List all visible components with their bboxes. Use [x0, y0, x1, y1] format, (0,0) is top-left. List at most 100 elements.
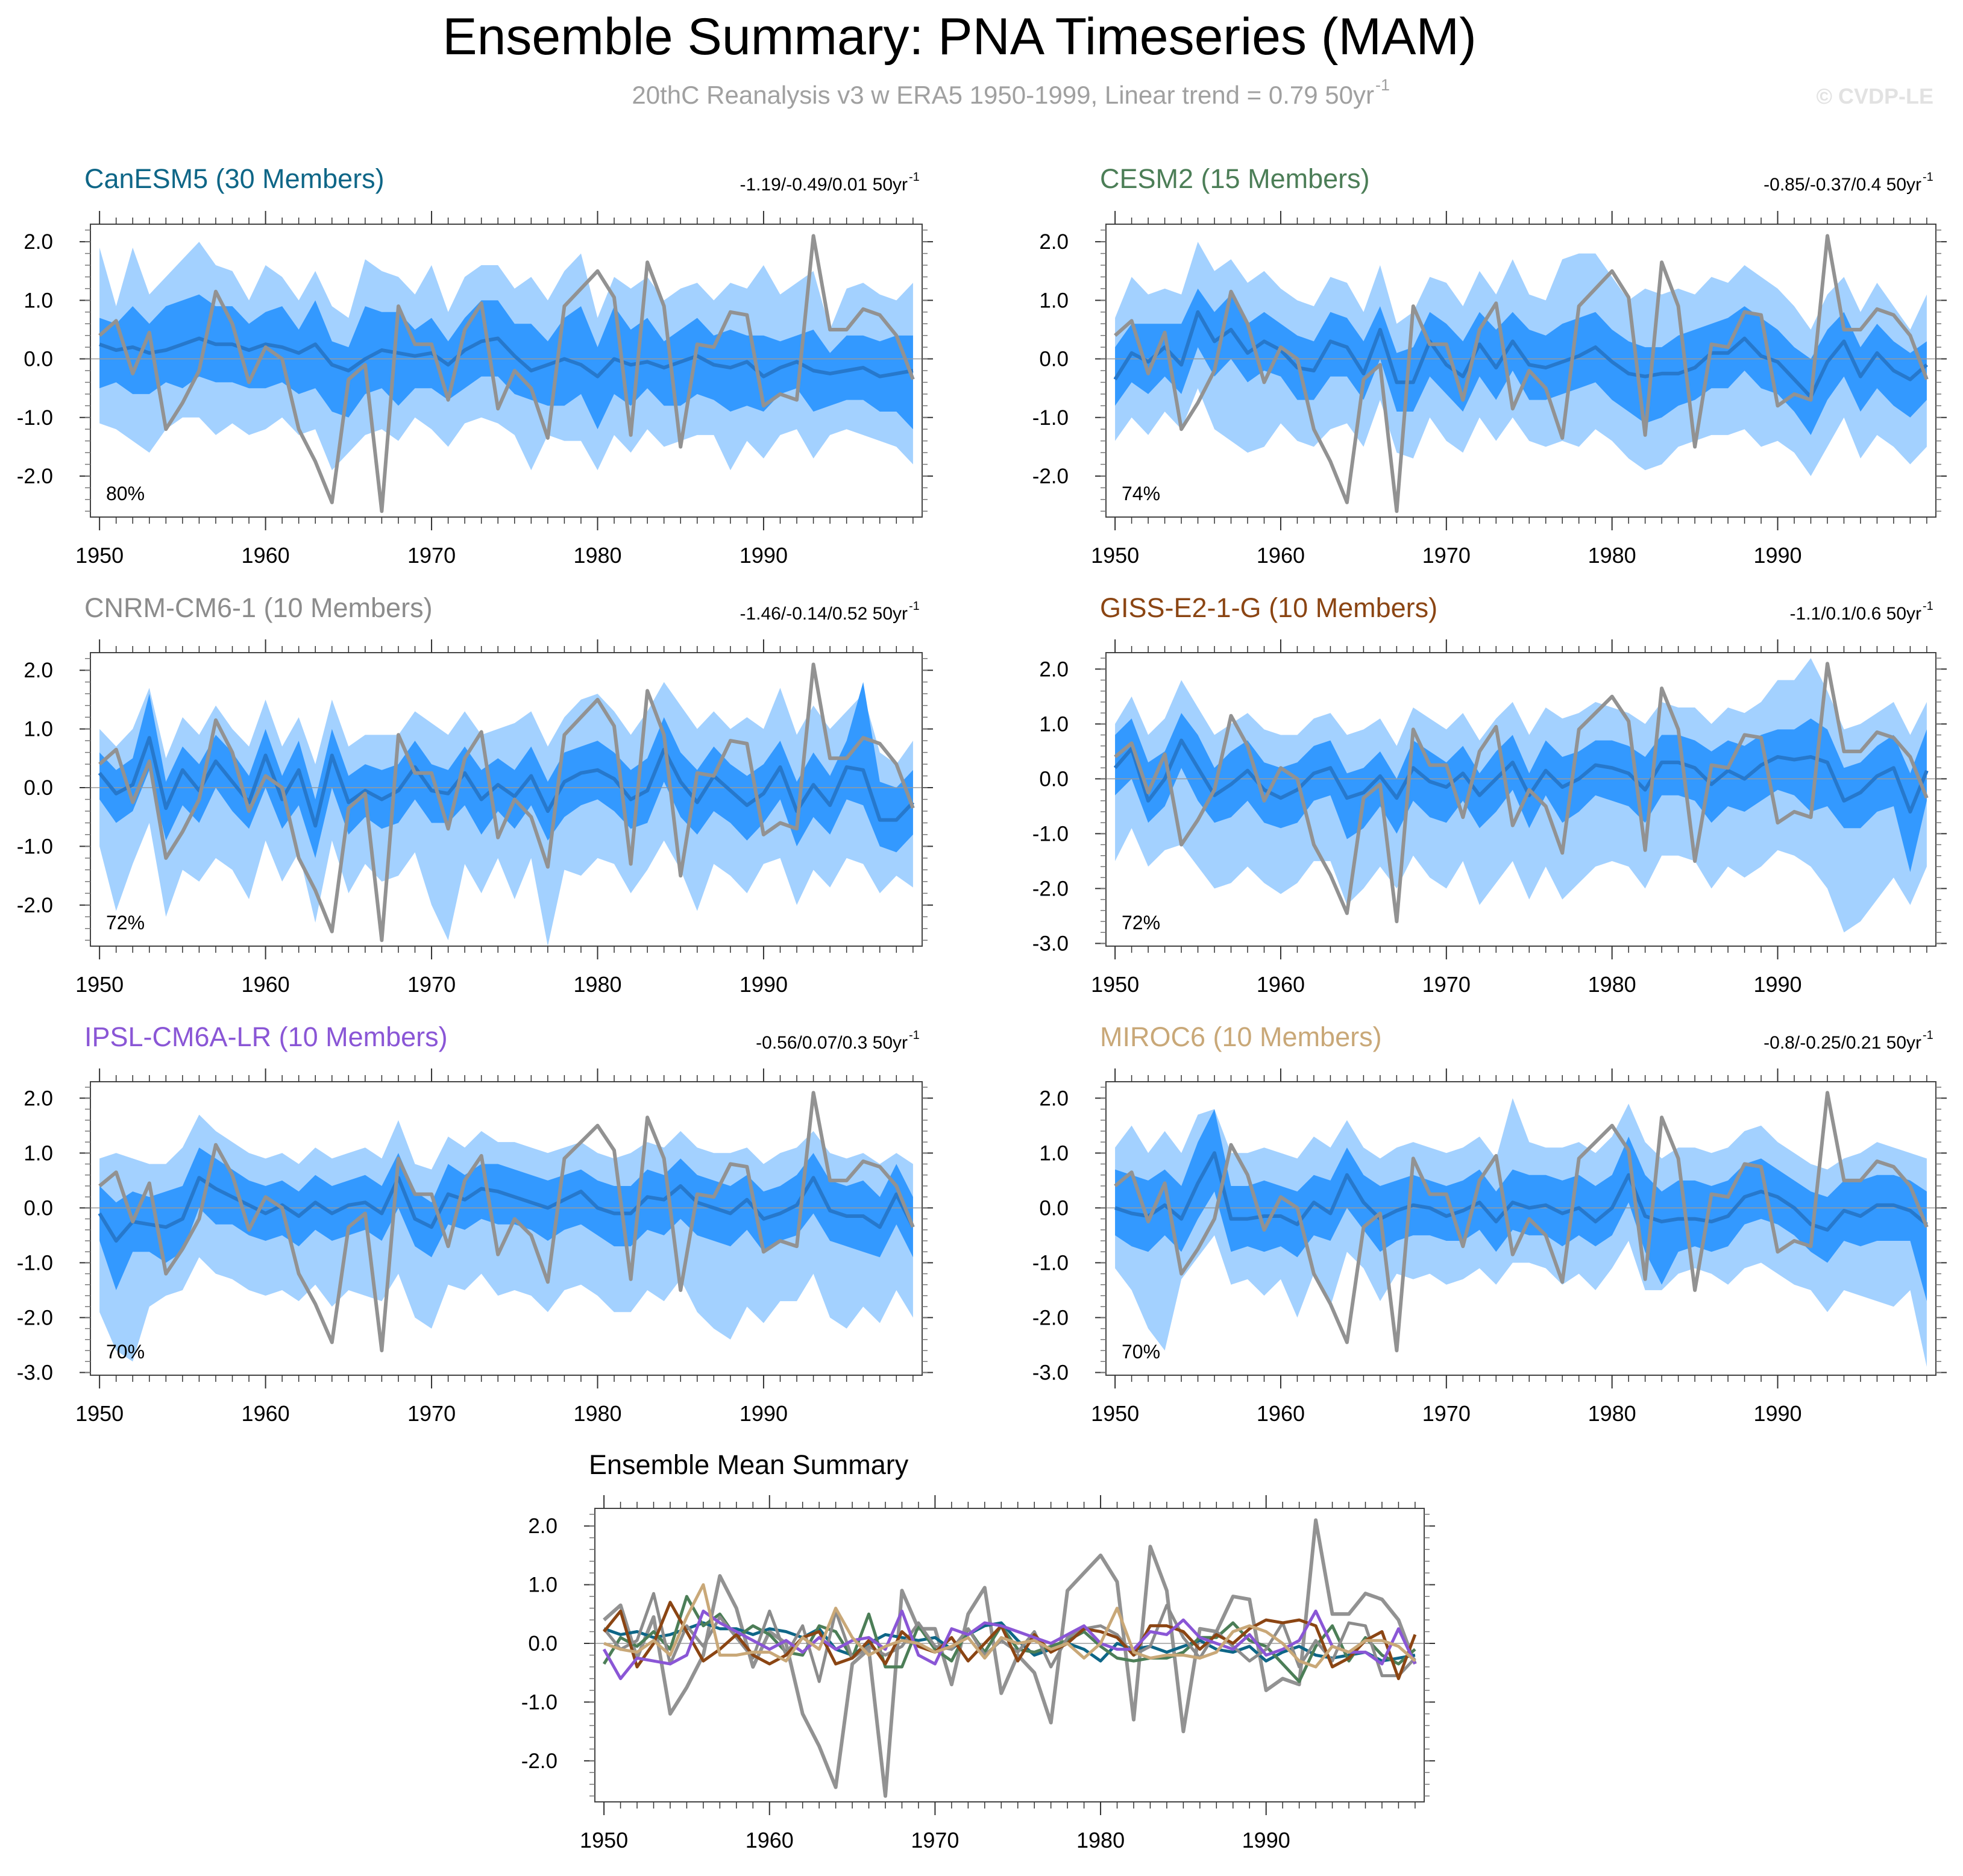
plot-content	[90, 662, 922, 946]
y-tick-label: 1.0	[1039, 289, 1069, 312]
x-tick-label: 1970	[407, 1401, 456, 1426]
y-tick-label: -1.0	[17, 406, 53, 430]
chart-panel: GISS-E2-1-G (10 Members) -1.1/0.1/0.6 50y…	[1032, 592, 1947, 997]
plot-content	[595, 1518, 1424, 1798]
plot-frame	[90, 1081, 923, 1376]
percent-label: 74%	[1122, 483, 1160, 504]
y-tick-label: 0.0	[24, 776, 53, 800]
observed-line	[98, 234, 915, 513]
model-mean-line	[602, 1595, 1416, 1683]
x-tick-label: 1960	[746, 1828, 794, 1852]
chart-panel: IPSL-CM6A-LR (10 Members) -0.56/0.07/0.3 …	[17, 1021, 933, 1426]
y-tick-label: 2.0	[1039, 1087, 1069, 1110]
y-tick-label: 0.0	[528, 1632, 557, 1655]
y-tick-label: 1.0	[24, 1141, 53, 1165]
inner-spread-band	[99, 294, 913, 430]
inner-spread-band	[99, 1147, 913, 1290]
x-tick-label: 1960	[242, 1401, 290, 1426]
x-tick-label: 1970	[407, 543, 456, 568]
x-tick-label: 1970	[1422, 972, 1471, 997]
panels: CanESM5 (30 Members) -1.19/-0.49/0.01 50y…	[17, 163, 1947, 1852]
model-mean-line	[603, 1621, 1416, 1663]
trend-label-superscript: -1	[1923, 171, 1933, 184]
x-tick-label: 1950	[1091, 1401, 1139, 1426]
chart-panel: CNRM-CM6-1 (10 Members) -1.46/-0.14/0.52 …	[17, 592, 933, 997]
x-tick-label: 1980	[573, 543, 621, 568]
trend-label-superscript: -1	[1923, 600, 1933, 613]
model-mean-line	[603, 1583, 1416, 1669]
panel-title: GISS-E2-1-G (10 Members)	[1100, 592, 1437, 623]
y-tick-label: -2.0	[17, 465, 53, 488]
y-tick-label: -2.0	[1032, 877, 1069, 900]
figure-subtitle: 20thC Reanalysis v3 w ERA5 1950-1999, Li…	[632, 81, 1374, 109]
y-tick-label: 1.0	[24, 289, 53, 312]
y-tick-label: -2.0	[1032, 465, 1069, 488]
percent-label: 80%	[106, 483, 145, 504]
x-tick-label: 1980	[1588, 543, 1636, 568]
y-tick-label: 0.0	[1039, 348, 1069, 371]
y-tick-label: 2.0	[1039, 230, 1069, 254]
x-tick-label: 1950	[580, 1828, 628, 1852]
ensemble-mean-line	[99, 336, 914, 378]
x-tick-label: 1990	[740, 1401, 788, 1426]
inner-spread-band	[99, 682, 913, 858]
observed-line	[603, 1518, 1417, 1798]
x-tick-label: 1980	[573, 1401, 621, 1426]
plot-content	[90, 234, 922, 513]
y-tick-label: -1.0	[1032, 1251, 1069, 1275]
y-tick-label: 0.0	[24, 1196, 53, 1220]
panel-title: IPSL-CM6A-LR (10 Members)	[84, 1021, 448, 1052]
y-tick-label: 2.0	[24, 230, 53, 254]
chart-panel: Ensemble Mean Summary 2.0 1.0 0.0 -1.0 -2.0 19…	[521, 1449, 1435, 1852]
trend-label: -1.46/-0.14/0.52 50yr	[740, 604, 908, 624]
y-tick-label: -1.0	[1032, 406, 1069, 430]
y-tick-label: -2.0	[17, 1306, 53, 1329]
observed-line	[98, 1091, 915, 1352]
y-tick-label: -2.0	[1032, 1306, 1069, 1329]
ensemble-mean-line	[1113, 310, 1928, 399]
plot-frame	[1105, 652, 1936, 947]
y-tick-label: 2.0	[528, 1514, 557, 1538]
x-tick-label: 1950	[1091, 543, 1139, 568]
x-tick-label: 1970	[911, 1828, 959, 1852]
trend-label: -0.85/-0.37/0.4 50yr	[1764, 175, 1921, 195]
percent-label: 70%	[106, 1341, 145, 1363]
x-tick-label: 1990	[1242, 1828, 1290, 1852]
x-tick-label: 1990	[1753, 972, 1801, 997]
y-tick-label: 2.0	[1039, 657, 1069, 681]
y-tick-label: -1.0	[17, 1251, 53, 1275]
trend-label-superscript: -1	[909, 1029, 920, 1042]
x-tick-label: 1960	[1257, 1401, 1305, 1426]
ensemble-mean-line	[98, 736, 915, 828]
trend-label: -0.56/0.07/0.3 50yr	[756, 1033, 908, 1053]
x-tick-label: 1950	[75, 543, 124, 568]
observed-line	[1114, 234, 1929, 513]
x-tick-label: 1950	[75, 1401, 124, 1426]
x-tick-label: 1980	[1588, 1401, 1636, 1426]
inner-spread-band	[1115, 288, 1927, 435]
y-tick-label: -3.0	[1032, 1361, 1069, 1384]
y-tick-label: 0.0	[1039, 767, 1069, 791]
y-tick-label: 1.0	[528, 1573, 557, 1597]
figure-subtitle-superscript: -1	[1375, 76, 1390, 94]
x-tick-label: 1990	[1753, 1401, 1801, 1426]
plot-content	[1106, 1091, 1936, 1367]
observed-line	[1114, 662, 1929, 923]
x-tick-label: 1950	[75, 972, 124, 997]
x-tick-label: 1960	[1257, 972, 1305, 997]
y-tick-label: -3.0	[17, 1361, 53, 1384]
y-tick-label: -1.0	[17, 835, 53, 858]
x-tick-label: 1960	[1257, 543, 1305, 568]
ensemble-mean-line	[1113, 738, 1929, 814]
plot-content	[1106, 234, 1936, 513]
trend-label-superscript: -1	[909, 171, 920, 184]
observed-line	[1114, 1091, 1929, 1352]
y-tick-label: 0.0	[1039, 1196, 1069, 1220]
y-tick-label: 2.0	[24, 1087, 53, 1110]
x-tick-label: 1990	[740, 972, 788, 997]
y-tick-label: -3.0	[1032, 932, 1069, 955]
figure-title: Ensemble Summary: PNA Timeseries (MAM)	[442, 8, 1477, 66]
x-tick-label: 1950	[1091, 972, 1139, 997]
x-tick-label: 1990	[740, 543, 788, 568]
